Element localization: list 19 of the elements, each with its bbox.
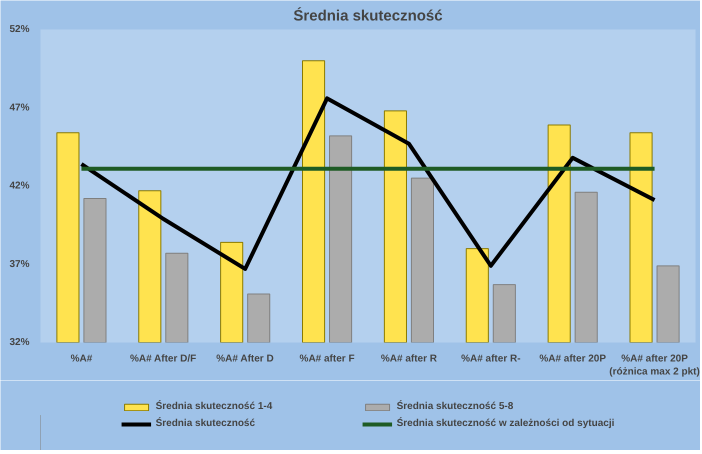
legend-label: Średnia skuteczność — [156, 418, 256, 429]
line-series — [79, 96, 657, 271]
y-tick-label: 37% — [9, 258, 30, 270]
x-tick-label: %A# after R- — [461, 354, 521, 364]
x-tick-label: %A# After D/F — [130, 354, 196, 364]
y-tick-label: 52% — [9, 24, 30, 35]
x-tick-label: %A# after F — [300, 354, 355, 364]
y-tick-label: 32% — [9, 337, 30, 348]
chart-title: Średnia skuteczność — [293, 6, 443, 24]
legend-label: Średnia skuteczność 1-4 — [156, 401, 274, 412]
legend-label: Średnia skuteczność w zależności od sytuacji — [396, 418, 614, 429]
legend-label: Średnia skuteczność 5-8 — [396, 401, 514, 412]
x-tick-label: %A# after R — [380, 354, 438, 364]
x-tick-label: %A# after 20P — [539, 354, 606, 364]
x-tick-label: %A# After D — [216, 354, 274, 364]
x-tick-label: %A# — [70, 354, 93, 364]
x-tick-label: %A# after 20P (różnica max 2 pkt) — [609, 354, 700, 378]
y-tick-label: 42% — [9, 180, 30, 192]
y-tick-label: 47% — [9, 102, 30, 114]
